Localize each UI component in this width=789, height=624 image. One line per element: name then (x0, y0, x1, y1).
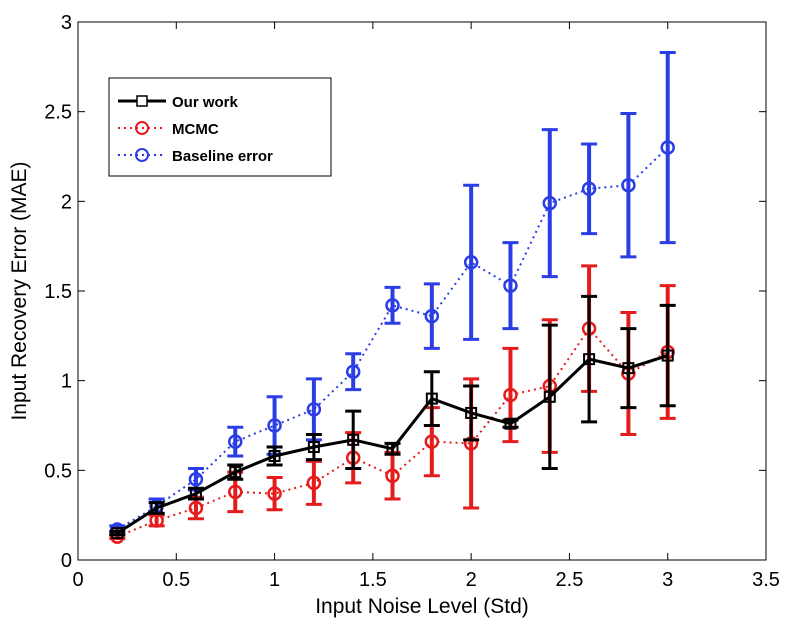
y-tick-label: 0.5 (44, 460, 72, 482)
error-bar (423, 370, 440, 427)
data-point-square (347, 433, 360, 446)
data-point-circle (188, 500, 204, 516)
x-tick-label: 2 (466, 569, 477, 591)
y-tick-label: 2 (61, 191, 72, 213)
data-point-square (622, 362, 635, 375)
x-tick-label: 0 (72, 569, 83, 591)
error-bar (345, 352, 362, 392)
error-bar (463, 384, 480, 442)
legend-label: Our work (172, 94, 239, 111)
x-tick-label: 1 (269, 569, 280, 591)
x-tick-label: 3 (662, 569, 673, 591)
data-point-square (229, 466, 242, 479)
data-point-circle (345, 364, 361, 379)
x-tick-label: 1.5 (359, 569, 387, 591)
error-bar (345, 409, 362, 471)
legend-label: MCMC (172, 121, 219, 138)
series-line (116, 327, 669, 538)
data-point-circle (542, 195, 558, 211)
legend-entry-mcmc: MCMC (118, 121, 219, 138)
error-bar (423, 282, 440, 350)
x-axis-title: Input Noise Level (Std) (315, 595, 529, 618)
x-tick-label: 3.5 (752, 569, 780, 591)
series-our-work (109, 294, 676, 540)
data-point-circle (463, 255, 479, 270)
data-point-square (268, 449, 281, 462)
data-point-square (465, 406, 478, 419)
data-point-circle (267, 486, 282, 501)
data-point-circle (581, 181, 597, 197)
legend-marker-square (136, 95, 148, 107)
error-bar (659, 50, 676, 245)
error-bar (581, 294, 598, 424)
legend-entry-our-work: Our work (118, 94, 239, 111)
error-bar (581, 142, 598, 236)
data-point-circle (660, 140, 675, 155)
data-point-circle (503, 387, 518, 403)
legend-label: Baseline error (172, 148, 273, 165)
y-axis-title: Input Recovery Error (MAE) (8, 161, 31, 420)
data-point-square (386, 442, 399, 455)
data-point-square (661, 349, 674, 362)
data-point-square (425, 392, 438, 405)
ticks: 0 0.5 1 1.5 2 2.5 3 3.5 0 0.5 1 1.5 2 2.5 3 (44, 12, 780, 591)
data-point-circle (503, 278, 518, 293)
data-point-square (150, 501, 163, 514)
error-bar (266, 476, 283, 512)
error-bar (305, 432, 322, 462)
data-point-square (543, 390, 556, 403)
error-bar (620, 327, 637, 410)
data-point-square (504, 417, 517, 430)
y-tick-label: 3 (61, 12, 72, 34)
data-point-circle (188, 472, 204, 487)
data-point-circle (228, 484, 243, 500)
error-bar (541, 128, 558, 279)
y-tick-label: 1.5 (44, 281, 72, 303)
series-line (116, 146, 669, 531)
data-point-circle (267, 418, 282, 433)
error-bar (659, 303, 676, 408)
data-point-square (189, 487, 202, 500)
error-bar (541, 323, 558, 471)
error-bar (227, 425, 244, 458)
y-tick-label: 0 (61, 550, 72, 572)
data-point-circle (306, 475, 322, 491)
data-point-square (583, 353, 596, 366)
error-bar (305, 459, 322, 506)
data-point-circle (424, 434, 440, 449)
legend-marker-circle (135, 148, 149, 162)
data-point-circle (424, 308, 440, 324)
legend: Our work MCMC Baseline error (108, 77, 332, 177)
y-tick-label: 2.5 (44, 102, 72, 124)
error-bar (620, 111, 637, 259)
data-point-circle (228, 434, 243, 449)
error-bar (463, 183, 480, 341)
plot-area (109, 50, 676, 544)
error-bar (502, 241, 519, 331)
data-point-square (111, 527, 124, 540)
x-tick-label: 0.5 (162, 569, 190, 591)
y-tick-label: 1 (61, 371, 72, 393)
legend-marker-circle (135, 121, 149, 135)
data-point-circle (385, 468, 400, 483)
data-point-circle (621, 177, 636, 193)
data-point-square (307, 441, 320, 454)
x-tick-label: 2.5 (556, 569, 584, 591)
error-bar (384, 285, 401, 325)
legend-entry-baseline-error: Baseline error (118, 148, 273, 165)
data-point-circle (385, 298, 400, 313)
data-point-circle (306, 402, 322, 417)
